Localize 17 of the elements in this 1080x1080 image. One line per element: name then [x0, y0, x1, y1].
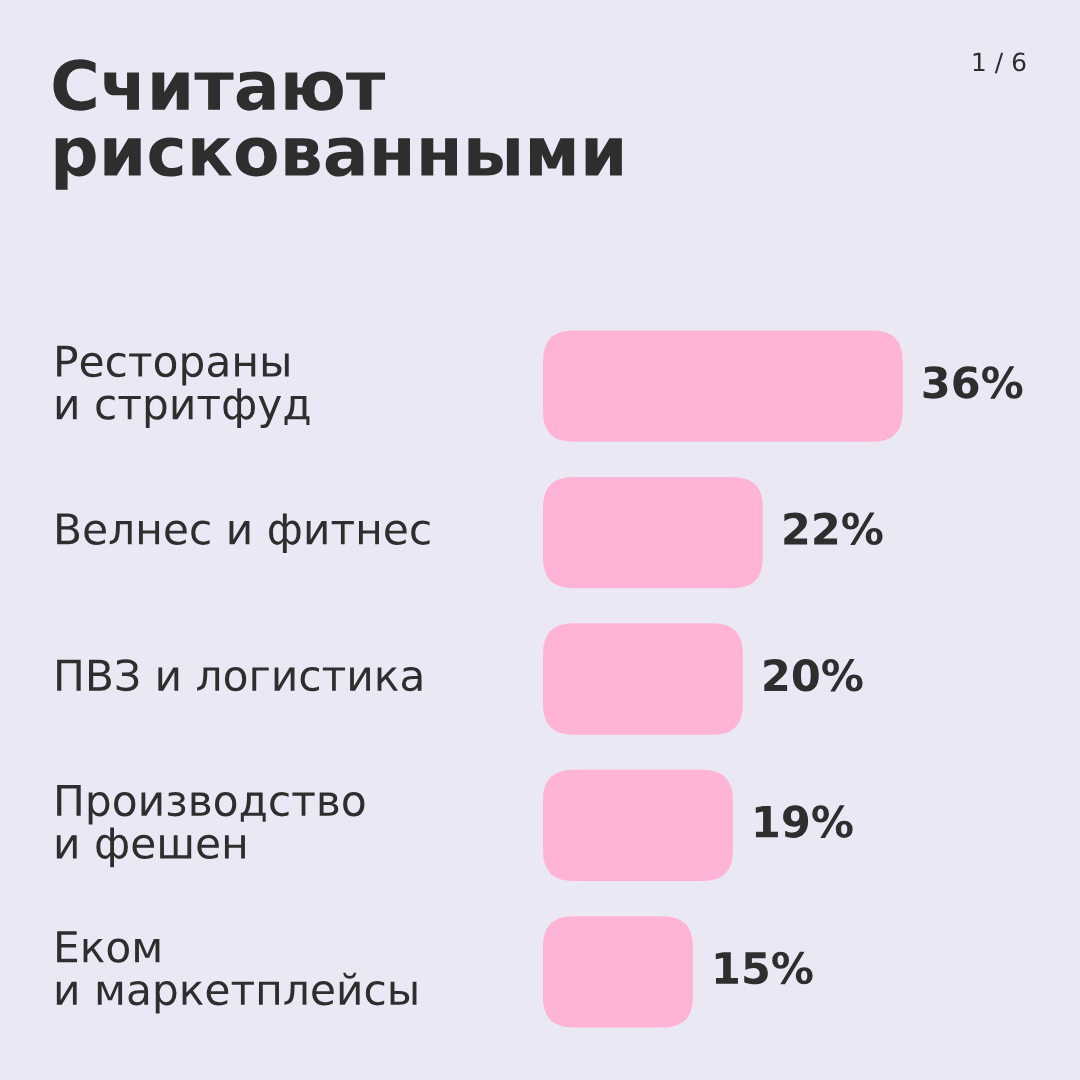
text: 1 / 6 [973, 52, 1026, 74]
bar [543, 476, 763, 589]
y-tick-label: Производство и фешен [56, 784, 365, 868]
data-label: 20% [764, 658, 863, 692]
chart-title: Считают рискованными [53, 59, 622, 190]
bar [543, 916, 693, 1028]
y-tick-label: Велнес и фитнес [57, 513, 430, 554]
data-label: 19% [755, 805, 853, 838]
bar [543, 769, 733, 882]
data-label: 15% [715, 951, 813, 985]
data-label: 22% [784, 512, 883, 546]
y-tick-label: Еком и маркетплейсы [56, 931, 417, 1014]
bar [543, 330, 903, 442]
bar [543, 623, 743, 735]
y-tick-label: Рестораны и стритфуд [56, 345, 310, 428]
data-label: 36% [923, 366, 1023, 399]
y-tick-label: ПВЗ и логистика [57, 659, 422, 692]
